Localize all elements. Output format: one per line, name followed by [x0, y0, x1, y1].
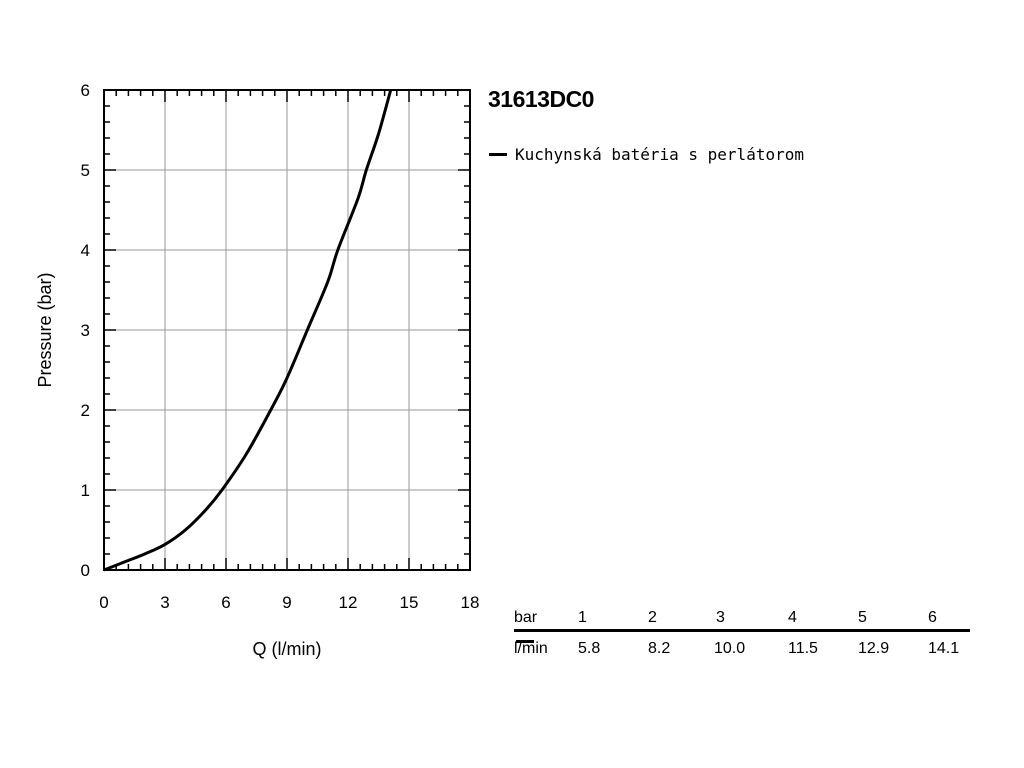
- plot-frame: [103, 89, 471, 571]
- x-tick-label: 3: [160, 593, 169, 612]
- pressure-value: 2: [648, 609, 657, 626]
- x-tick-label: 0: [99, 593, 108, 612]
- flow-series-swatch: [516, 640, 534, 643]
- y-tick-label: 0: [81, 561, 90, 580]
- legend-swatch: [489, 153, 507, 156]
- y-tick-label: 1: [81, 481, 90, 500]
- flow-unit-label: l/min: [514, 640, 548, 657]
- x-tick-label: 9: [282, 593, 291, 612]
- legend-label: Kuchynská batéria s perlátorom: [515, 145, 804, 164]
- y-tick-label: 3: [81, 321, 90, 340]
- pressure-value: 6: [928, 609, 937, 626]
- x-tick-label: 15: [400, 593, 419, 612]
- table-divider: [514, 629, 970, 632]
- flow-value: 10.0: [714, 640, 746, 657]
- x-tick-label: 6: [221, 593, 230, 612]
- series-line-kuchynska: [103, 89, 393, 572]
- pressure-value: 3: [716, 609, 725, 626]
- x-tick-label: 18: [461, 593, 480, 612]
- legend: Kuchynská batéria s perlátorom: [489, 145, 804, 164]
- chart-title: 31613DC0: [488, 86, 594, 112]
- flow-value: 12.9: [858, 640, 890, 657]
- pressure-value: 5: [858, 609, 867, 626]
- flow-table: bar 1 2 3 4 5 6 5.8 8.2 10.0 11.5 12.9 1…: [514, 609, 970, 660]
- y-tick-label: 4: [81, 241, 90, 260]
- x-tick-label: 12: [339, 593, 358, 612]
- y-tick-label: 5: [81, 161, 90, 180]
- flow-value: 11.5: [788, 640, 818, 657]
- flow-value: 14.1: [928, 640, 960, 657]
- pressure-value: 1: [578, 609, 587, 626]
- y-axis-label: Pressure (bar): [35, 272, 55, 387]
- pressure-value: 4: [788, 609, 797, 626]
- flow-value: 8.2: [648, 640, 671, 657]
- pressure-unit-label: bar: [514, 609, 538, 626]
- y-tick-label: 6: [81, 81, 90, 100]
- flow-value: 5.8: [578, 640, 601, 657]
- grid-lines: [103, 89, 471, 571]
- flow-row: 5.8 8.2 10.0 11.5 12.9 14.1 l/min: [514, 640, 970, 660]
- x-axis-label: Q (l/min): [253, 639, 322, 659]
- pressure-row: bar 1 2 3 4 5 6: [514, 609, 970, 629]
- y-tick-label: 2: [81, 401, 90, 420]
